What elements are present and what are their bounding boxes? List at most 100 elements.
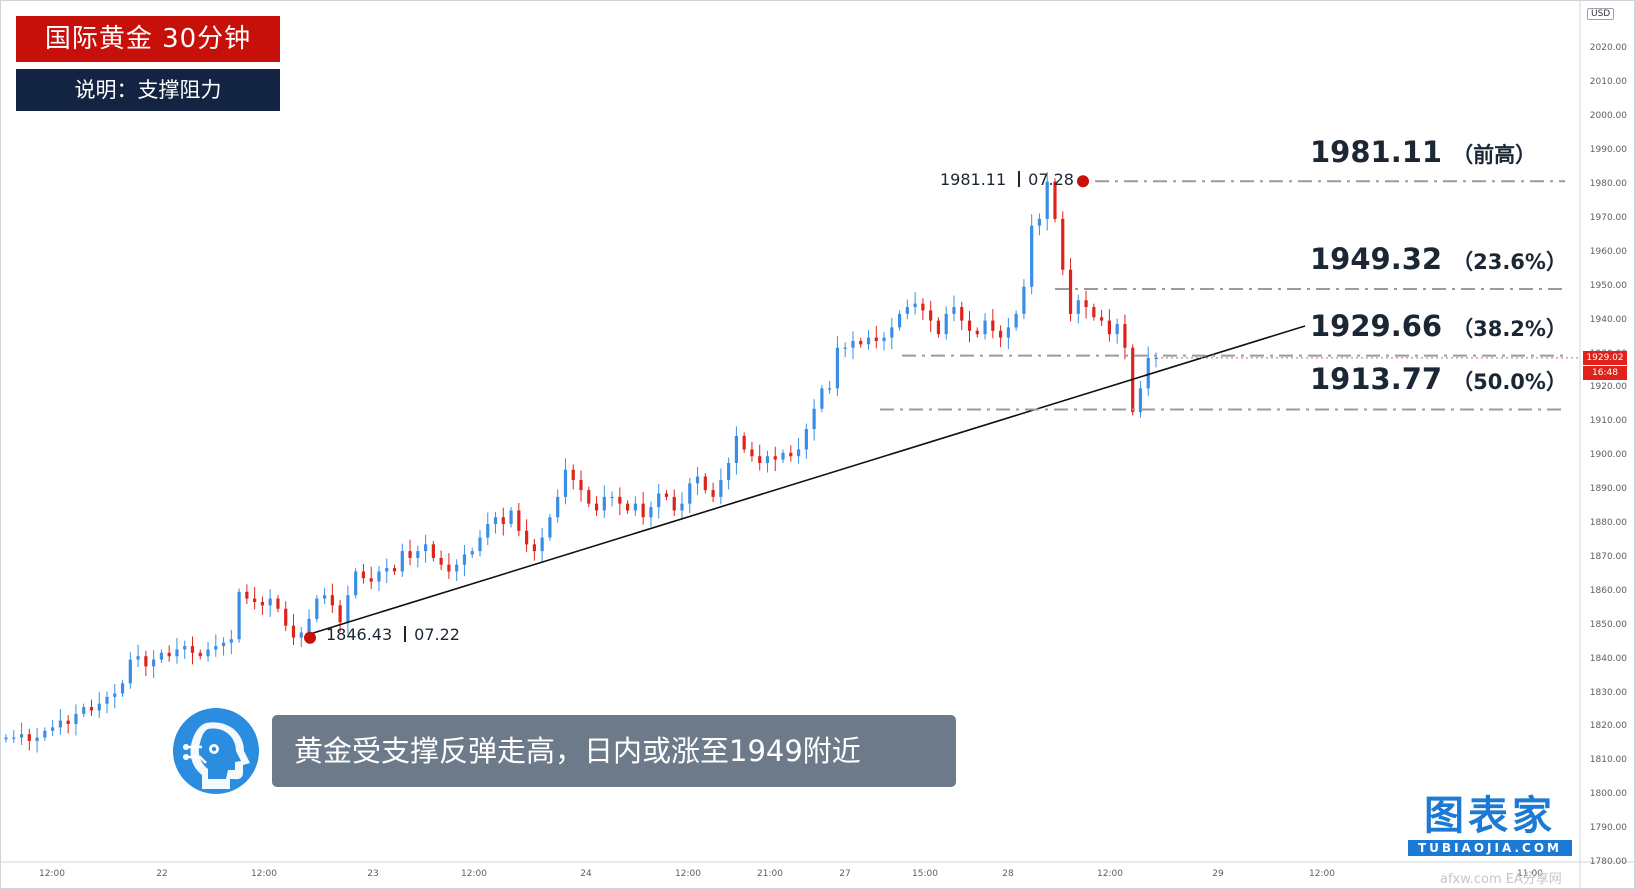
candle-body <box>113 693 117 697</box>
candle-body <box>439 557 443 565</box>
price-tick: 1900.00 <box>1589 450 1627 461</box>
candle-body <box>804 429 808 450</box>
overlay-layer <box>304 175 1580 644</box>
candle <box>1022 279 1026 320</box>
candle-body <box>214 646 218 650</box>
candle <box>719 468 723 505</box>
candle-body <box>431 544 435 558</box>
candle <box>245 584 249 605</box>
candle <box>237 588 241 643</box>
candle <box>105 691 109 714</box>
candle <box>991 309 995 339</box>
time-tick: 12:00 <box>39 869 65 879</box>
candle <box>859 337 863 348</box>
candle <box>796 437 801 464</box>
candle-body <box>672 496 676 511</box>
candle <box>361 564 366 584</box>
candle <box>144 650 148 676</box>
candle-body <box>1022 286 1026 314</box>
candle <box>97 692 101 718</box>
candle <box>657 483 661 519</box>
candle <box>750 441 754 462</box>
countdown-badge: 16:48 <box>1583 366 1627 380</box>
candle <box>354 568 358 599</box>
candle <box>253 587 257 610</box>
candle <box>447 553 451 579</box>
candle-body <box>874 337 878 341</box>
candle <box>789 445 793 462</box>
candle <box>416 545 420 568</box>
candle <box>1092 303 1096 321</box>
candle <box>315 595 319 623</box>
candle-body <box>190 646 195 653</box>
candle <box>408 539 412 566</box>
candle-body <box>765 456 770 463</box>
candle-body <box>276 598 280 609</box>
candle <box>1068 258 1073 322</box>
candle-body <box>12 737 16 739</box>
candle-body <box>221 642 226 647</box>
candle-body <box>167 652 171 657</box>
candle-body <box>486 524 490 538</box>
candle <box>517 502 521 537</box>
candle-body <box>1123 323 1127 348</box>
candle <box>610 491 614 507</box>
candle-body <box>587 490 591 504</box>
candle <box>501 507 505 536</box>
candle-body <box>105 696 109 704</box>
candle <box>43 727 47 741</box>
candle <box>58 709 62 735</box>
price-tick: 1960.00 <box>1589 246 1627 257</box>
brand-logo: 图表家 TUBIAOJIA.COM <box>1408 794 1572 856</box>
candle-body <box>66 720 70 725</box>
candle <box>385 558 389 583</box>
candle <box>929 300 933 333</box>
candle <box>851 331 855 360</box>
candle-body <box>610 496 614 499</box>
candle-body <box>680 503 684 511</box>
ai-head-icon <box>173 708 259 794</box>
candle-body <box>354 571 358 596</box>
candle <box>12 730 16 743</box>
candle-body <box>998 330 1003 338</box>
candle <box>51 719 55 737</box>
price-tick: 1820.00 <box>1589 721 1627 732</box>
candle-body <box>517 510 521 531</box>
candle-body <box>299 632 303 638</box>
candle-body <box>423 544 428 552</box>
candle <box>742 432 746 453</box>
candle <box>66 715 70 734</box>
time-tick: 23 <box>367 869 379 879</box>
candle <box>478 530 482 557</box>
candle <box>27 728 31 751</box>
chart-title: 国际黄金 30分钟 <box>16 16 280 62</box>
currency-label[interactable]: USD <box>1587 8 1615 20</box>
candle-body <box>688 483 692 504</box>
candle-body <box>975 330 979 335</box>
candle-body <box>58 720 62 728</box>
candle <box>1100 309 1104 327</box>
candle-body <box>82 707 86 714</box>
candle-body <box>944 313 948 335</box>
candle <box>843 342 847 358</box>
candle <box>967 311 972 343</box>
candle <box>548 513 552 541</box>
candle-body <box>633 503 637 511</box>
candle-body <box>1061 218 1065 270</box>
candle <box>626 500 630 514</box>
candle-body <box>594 503 599 511</box>
candle-body <box>711 490 715 497</box>
candle <box>672 489 676 516</box>
candle-body <box>462 554 467 565</box>
price-tick: 1850.00 <box>1589 619 1627 630</box>
brand-url: TUBIAOJIA.COM <box>1408 840 1572 856</box>
candle-body <box>851 340 855 348</box>
candle-body <box>742 435 746 450</box>
candle-body <box>890 327 894 338</box>
price-tick: 1830.00 <box>1589 687 1627 698</box>
candle <box>680 492 684 518</box>
candle-body <box>400 551 404 572</box>
candle <box>4 734 8 743</box>
candle-body <box>478 537 482 552</box>
